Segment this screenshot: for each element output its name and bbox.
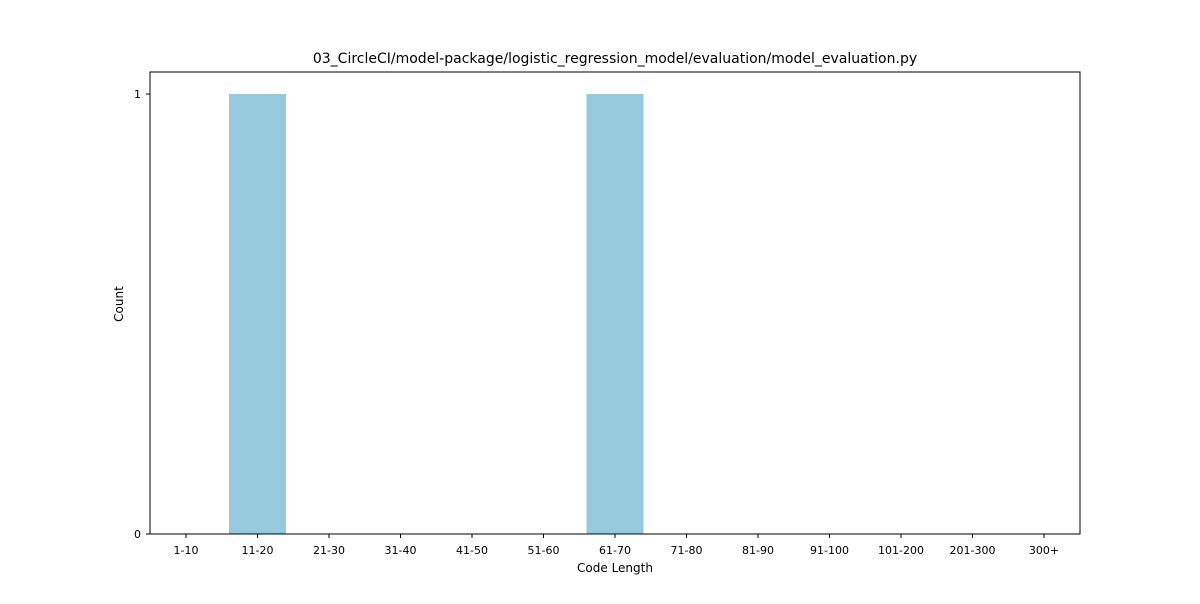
x-tick-label: 61-70	[599, 544, 631, 557]
x-tick-label: 21-30	[313, 544, 345, 557]
y-axis-label: Count	[112, 286, 126, 322]
x-tick-label: 41-50	[456, 544, 488, 557]
bar-61-70	[586, 94, 644, 534]
x-tick-label: 101-200	[878, 544, 924, 557]
bar-11-20	[229, 94, 286, 534]
x-tick-label: 91-100	[810, 544, 849, 557]
x-axis-label: Code Length	[577, 561, 653, 575]
x-tick-label: 201-300	[950, 544, 996, 557]
x-tick-label: 81-90	[742, 544, 774, 557]
x-tick-label: 51-60	[528, 544, 560, 557]
bars-layer	[229, 94, 644, 534]
chart-title: 03_CircleCI/model-package/logistic_regre…	[313, 51, 917, 67]
y-tick-label: 0	[134, 528, 141, 541]
x-tick-label: 71-80	[671, 544, 703, 557]
x-tick-label: 31-40	[385, 544, 417, 557]
x-tick-label: 300+	[1029, 544, 1059, 557]
y-axis-ticks: 01	[134, 88, 150, 541]
x-axis-ticks: 1-10 11-20 21-30 31-40 41-50 51-60 61-70 71-80 8…	[174, 534, 1059, 557]
y-tick-label: 1	[134, 88, 141, 101]
x-tick-label: 11-20	[242, 544, 274, 557]
x-tick-label: 1-10	[174, 544, 199, 557]
